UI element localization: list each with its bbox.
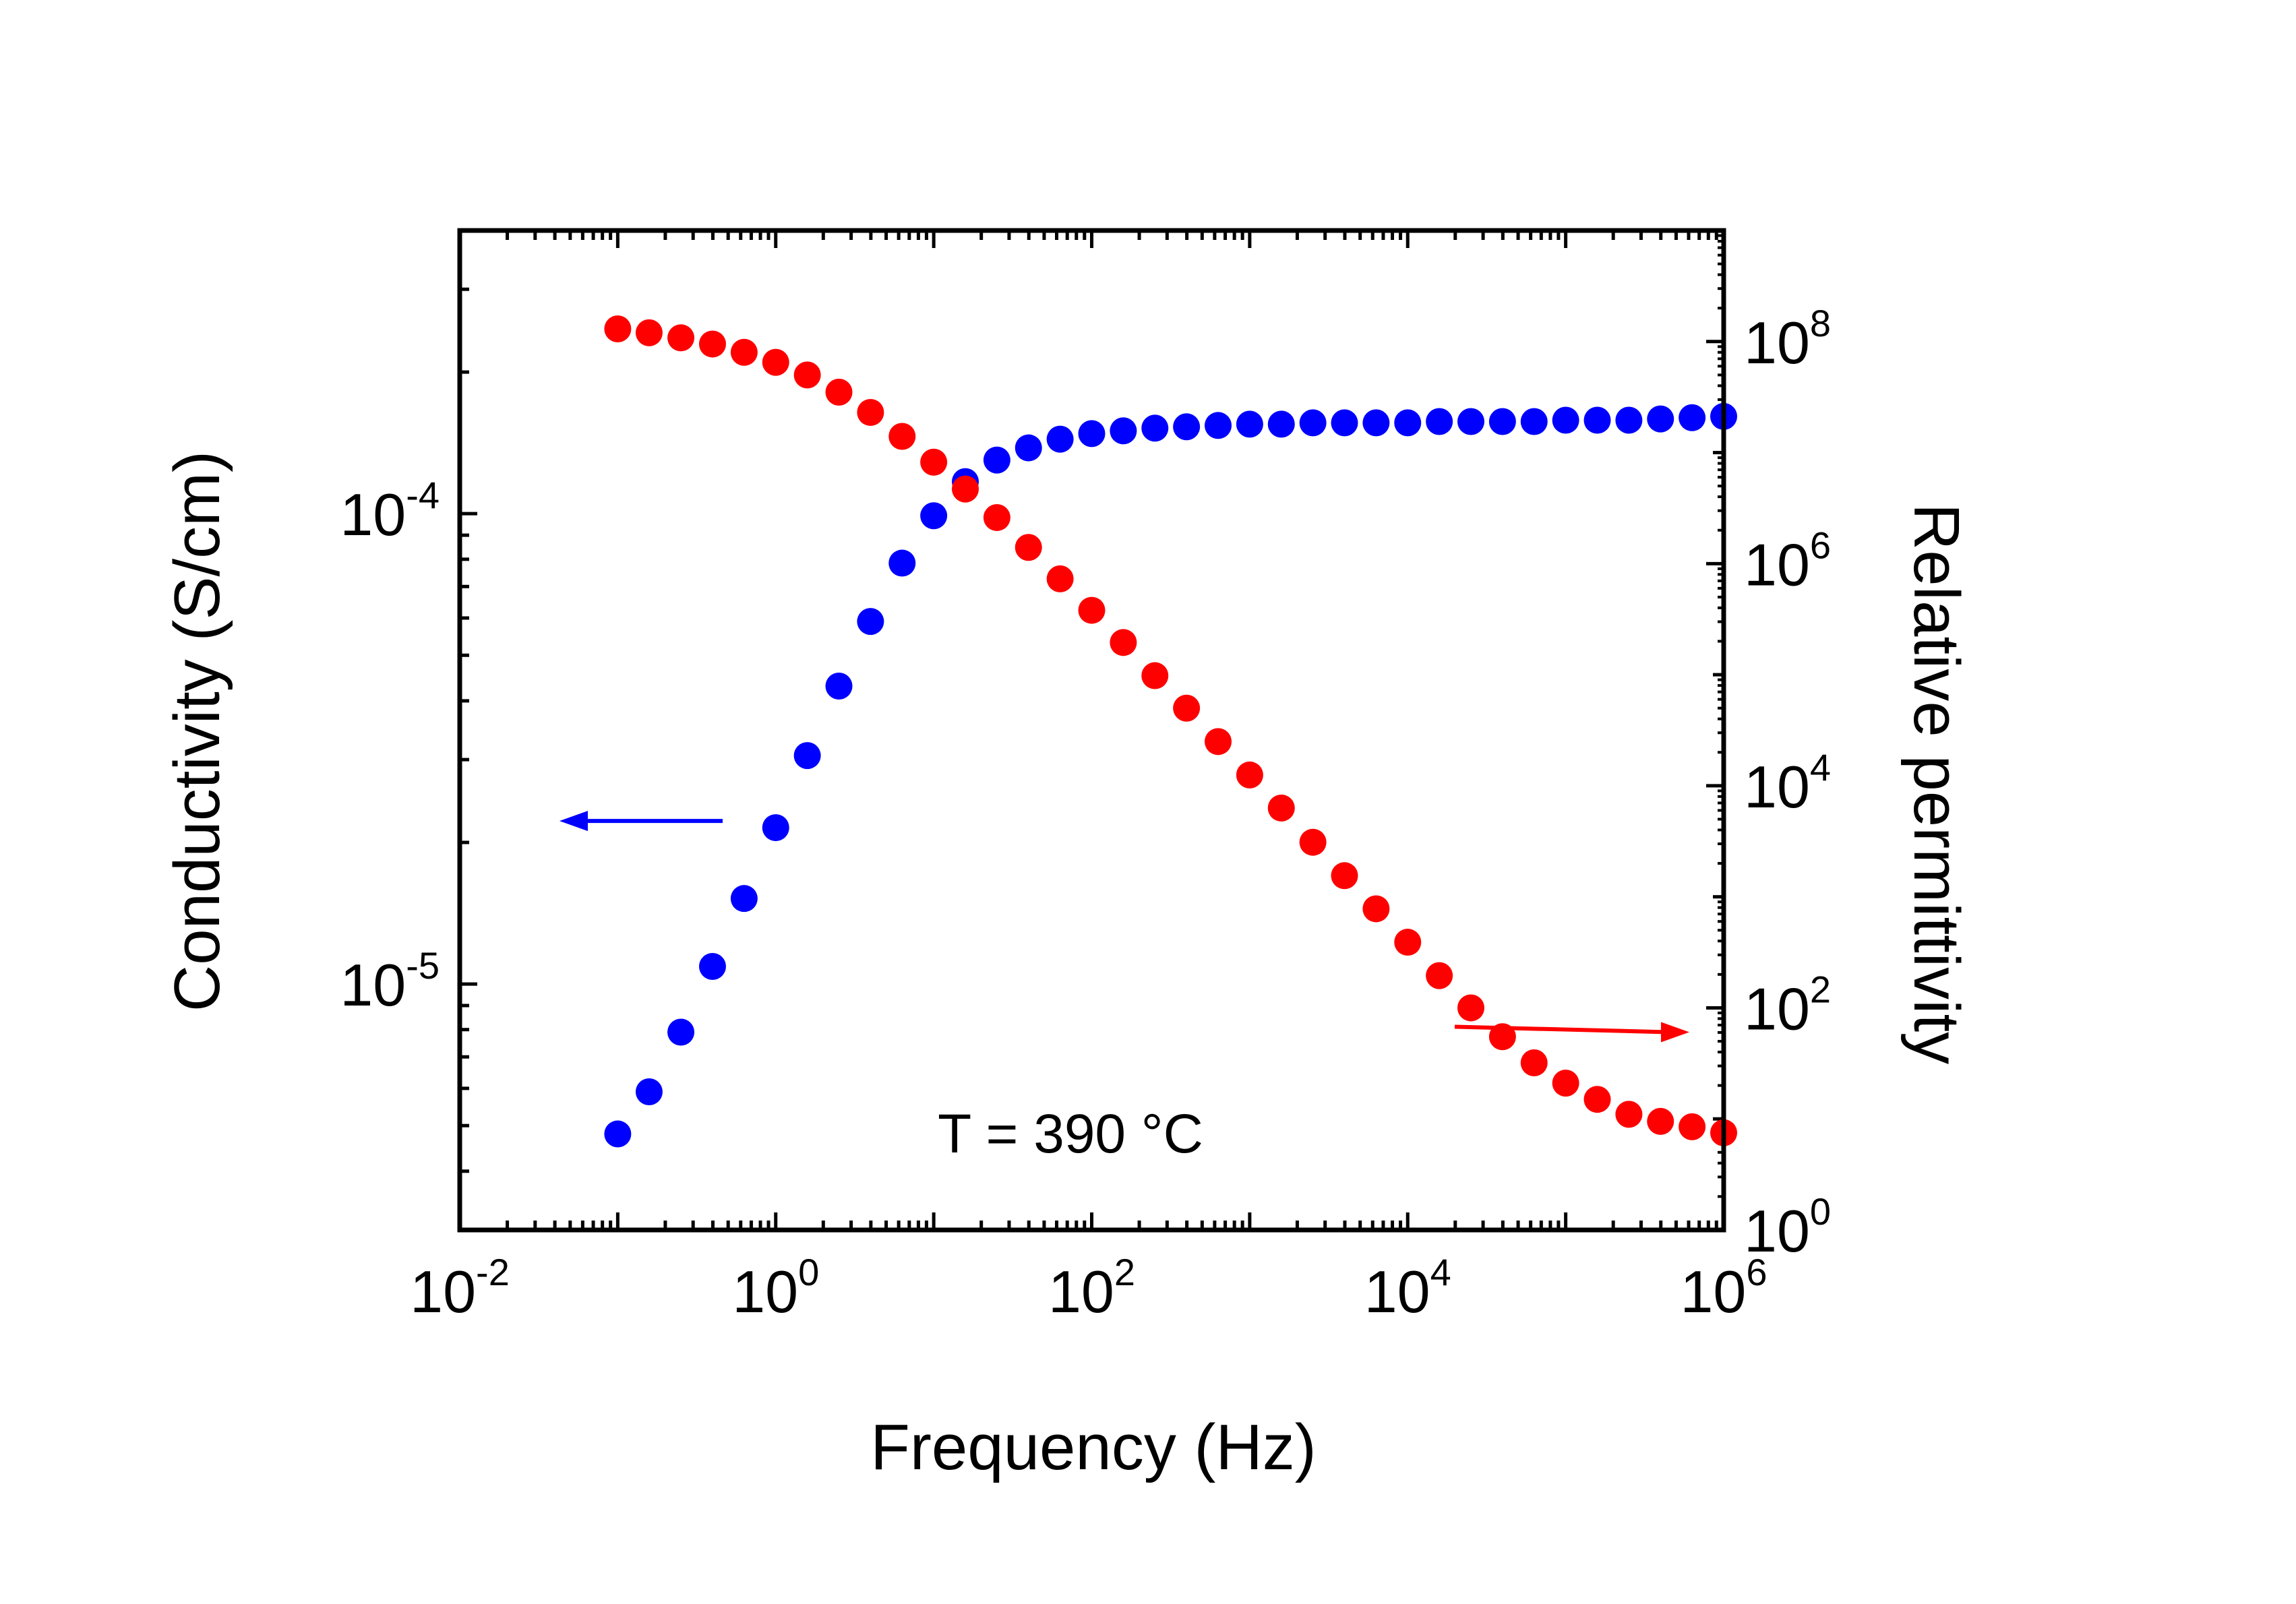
permittivity-point bbox=[1426, 962, 1453, 989]
conductivity-point bbox=[1236, 410, 1263, 438]
left-arrow-head bbox=[560, 811, 588, 832]
permittivity-point bbox=[1236, 761, 1263, 789]
conductivity-point bbox=[1520, 408, 1548, 435]
y-left-axis-title: Conductivity (S/cm) bbox=[161, 451, 233, 1012]
conductivity-point bbox=[983, 446, 1010, 474]
right-arrow-shaft bbox=[1454, 1024, 1668, 1035]
conductivity-point bbox=[604, 1120, 632, 1148]
conductivity-point bbox=[793, 742, 821, 770]
permittivity-point bbox=[1520, 1049, 1548, 1076]
permittivity-point bbox=[1141, 662, 1169, 689]
x-tick-label: 100 bbox=[732, 1251, 819, 1325]
conductivity-point bbox=[1457, 408, 1485, 435]
arrows bbox=[560, 811, 1689, 1043]
permittivity-point bbox=[1110, 629, 1137, 656]
temperature-annotation: T = 390 °C bbox=[938, 1103, 1203, 1165]
y-left-tick-label: 10-5 bbox=[340, 944, 440, 1018]
conductivity-point bbox=[920, 502, 948, 530]
permittivity-point bbox=[1552, 1070, 1579, 1097]
y-right-tick-label: 108 bbox=[1744, 302, 1831, 376]
conductivity-point bbox=[1299, 409, 1327, 437]
y-left-tick-label: 10-4 bbox=[340, 474, 440, 548]
conductivity-point bbox=[635, 1078, 663, 1106]
permittivity-point bbox=[857, 398, 884, 426]
conductivity-point bbox=[1267, 410, 1295, 438]
x-tick-label: 102 bbox=[1048, 1251, 1135, 1325]
permittivity-point bbox=[1583, 1086, 1611, 1113]
conductivity-point bbox=[1679, 404, 1706, 431]
permittivity-point bbox=[888, 423, 916, 450]
permittivity-point bbox=[1046, 565, 1074, 592]
conductivity-point bbox=[1173, 413, 1201, 441]
permittivity-point bbox=[1267, 794, 1295, 822]
permittivity-point bbox=[1457, 994, 1485, 1022]
permittivity-point bbox=[730, 338, 758, 366]
conductivity-point bbox=[698, 952, 726, 980]
permittivity-point bbox=[1078, 596, 1106, 624]
y-right-tick-label: 106 bbox=[1744, 524, 1831, 598]
conductivity-point bbox=[1110, 417, 1137, 445]
permittivity-point bbox=[952, 475, 979, 503]
permittivity-point bbox=[1394, 929, 1422, 956]
permittivity-point bbox=[1173, 694, 1201, 722]
permittivity-point bbox=[983, 503, 1010, 531]
conductivity-point bbox=[1615, 406, 1643, 434]
conductivity-point bbox=[825, 672, 853, 700]
permittivity-point bbox=[635, 319, 663, 346]
x-tick-label: 104 bbox=[1364, 1251, 1451, 1325]
permittivity-point bbox=[1647, 1107, 1674, 1135]
x-tick-label: 10-2 bbox=[410, 1251, 510, 1325]
y-right-tick-label: 102 bbox=[1744, 968, 1831, 1042]
conductivity-point bbox=[730, 885, 758, 913]
permittivity-point bbox=[1299, 828, 1327, 856]
conductivity-point bbox=[1552, 406, 1579, 434]
x-tick-label: 106 bbox=[1680, 1251, 1767, 1325]
tick-labels: 10-2 100 102 104 106 10-5 10-4 100 102 104 106 108 bbox=[340, 302, 1831, 1325]
permittivity-point bbox=[1679, 1113, 1706, 1140]
conductivity-point bbox=[1046, 425, 1074, 453]
conductivity-point bbox=[1141, 414, 1169, 442]
permittivity-point bbox=[1015, 534, 1042, 561]
conductivity-point bbox=[667, 1018, 695, 1046]
conductivity-point bbox=[1647, 405, 1674, 433]
permittivity-point bbox=[1362, 895, 1390, 923]
conductivity-point bbox=[857, 608, 884, 636]
conductivity-point bbox=[1362, 409, 1390, 437]
conductivity-point bbox=[1426, 408, 1453, 435]
plot-frame bbox=[457, 228, 1726, 1233]
y-right-tick-label: 100 bbox=[1744, 1190, 1831, 1264]
permittivity-point bbox=[1615, 1101, 1643, 1128]
permittivity-point bbox=[920, 448, 948, 476]
y-right-tick-label: 104 bbox=[1744, 746, 1831, 820]
y-right-axis-title: Relative permittivity bbox=[1900, 503, 1972, 1064]
permittivity-point bbox=[825, 378, 853, 406]
permittivity-point bbox=[762, 348, 789, 376]
permittivity-point bbox=[667, 324, 695, 352]
permittivity-point bbox=[698, 330, 726, 358]
conductivity-point bbox=[1078, 420, 1106, 448]
right-arrow-head bbox=[1661, 1022, 1689, 1043]
conductivity-point bbox=[1331, 409, 1358, 437]
conductivity-point bbox=[762, 814, 789, 842]
x-axis-title: Frequency (Hz) bbox=[870, 1411, 1317, 1483]
conductivity-point bbox=[888, 549, 916, 577]
conductivity-point bbox=[1205, 412, 1232, 439]
conductivity-point bbox=[1583, 406, 1611, 434]
data-series bbox=[604, 315, 1737, 1148]
permittivity-point bbox=[793, 361, 821, 389]
conductivity-point bbox=[1394, 409, 1422, 437]
permittivity-point bbox=[604, 315, 632, 343]
permittivity-point bbox=[1331, 862, 1358, 890]
conductivity-point bbox=[1488, 408, 1516, 435]
permittivity-point bbox=[1205, 728, 1232, 755]
conductivity-point bbox=[1015, 434, 1042, 462]
